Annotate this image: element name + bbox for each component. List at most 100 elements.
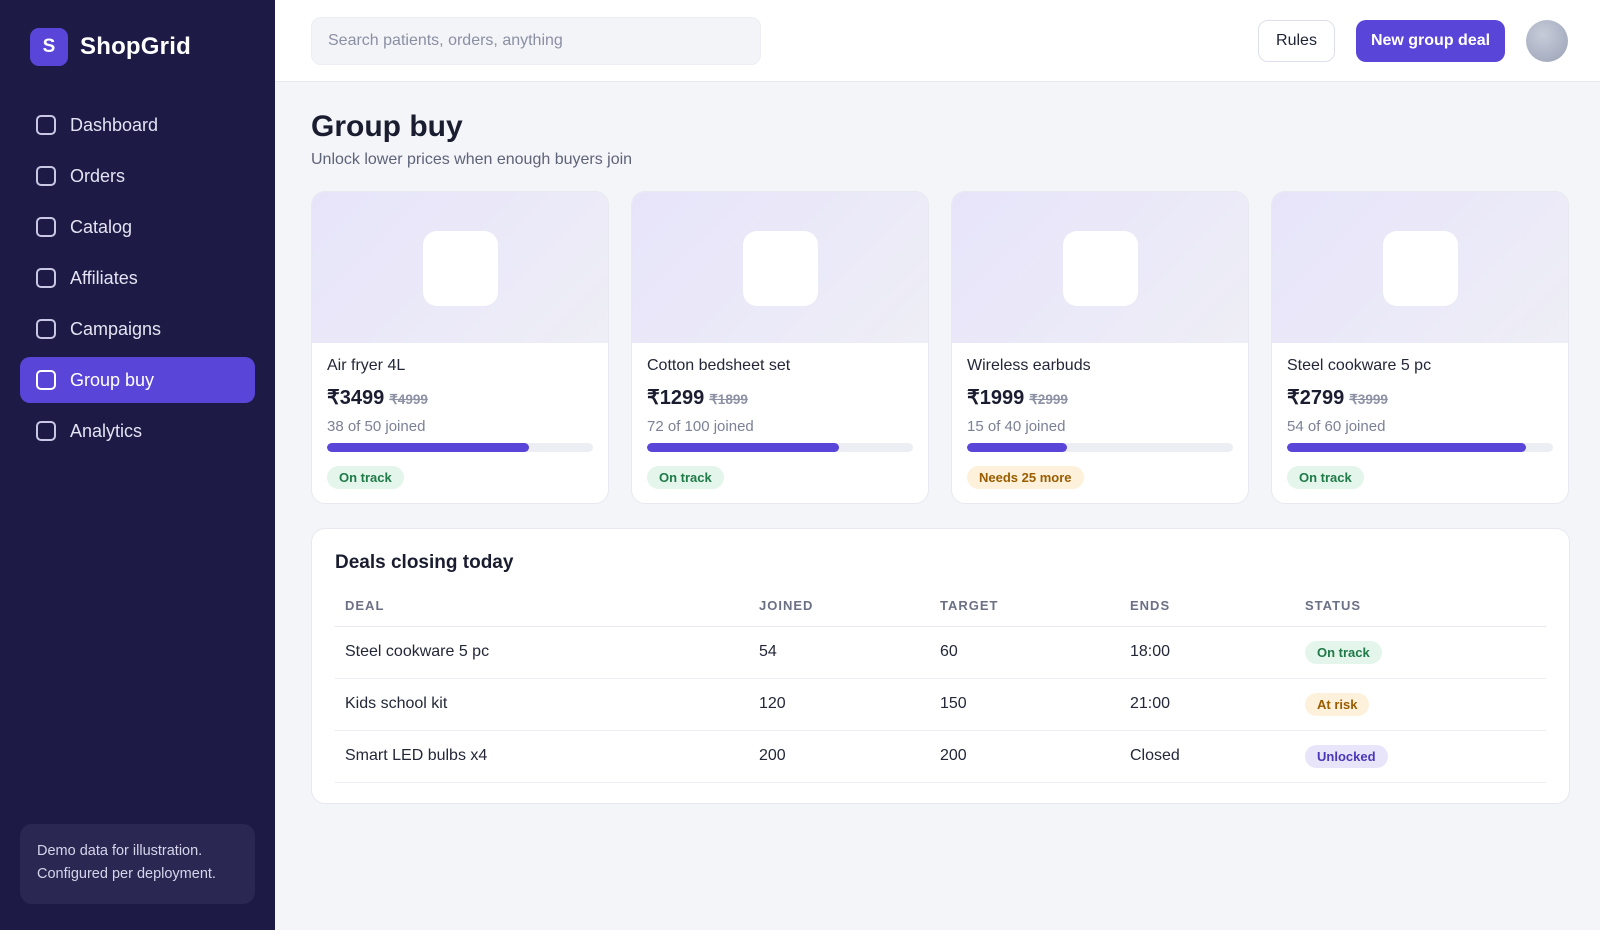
product-thumbnail-icon	[743, 231, 818, 306]
joined-count: 72 of 100 joined	[647, 418, 754, 435]
sidebar-item-label: Orders	[70, 165, 126, 186]
table-header-row: DEAL JOINED TARGET ENDS STATUS	[335, 586, 1546, 627]
column-header-deal[interactable]: DEAL	[335, 586, 749, 627]
square-icon	[36, 217, 56, 237]
brand-name: ShopGrid	[80, 33, 191, 60]
brand-logo-icon: S	[30, 28, 68, 66]
column-header-joined[interactable]: JOINED	[749, 586, 930, 627]
sidebar-item-campaigns[interactable]: Campaigns	[20, 306, 255, 352]
product-price: ₹1299	[647, 387, 705, 409]
deals-table: DEAL JOINED TARGET ENDS STATUS Steel coo…	[335, 586, 1546, 783]
product-image	[1272, 192, 1568, 343]
product-name: Wireless earbuds	[967, 357, 1091, 374]
cell-ends: Closed	[1120, 730, 1295, 783]
deal-card[interactable]: Cotton bedsheet set ₹1299 ₹1899 72 of 10…	[631, 191, 929, 504]
sidebar-nav: Dashboard Orders Catalog Affiliates Camp…	[20, 102, 255, 459]
status-badge: Needs 25 more	[967, 466, 1084, 489]
status-badge: On track	[647, 466, 724, 489]
sidebar-item-label: Campaigns	[70, 318, 162, 339]
sidebar-item-group-buy[interactable]: Group buy	[20, 357, 255, 403]
product-thumbnail-icon	[1063, 231, 1138, 306]
cell-joined: 54	[749, 626, 930, 679]
progress-bar	[1287, 443, 1553, 452]
cell-status: Unlocked	[1295, 730, 1546, 783]
page-title: Group buy	[311, 110, 463, 143]
deal-card[interactable]: Air fryer 4L ₹3499 ₹4999 38 of 50 joined…	[311, 191, 609, 504]
product-thumbnail-icon	[423, 231, 498, 306]
table-row[interactable]: Steel cookware 5 pc 54 60 18:00 On track	[335, 626, 1546, 679]
product-image	[312, 192, 608, 343]
product-price: ₹3499	[327, 387, 385, 409]
progress-fill	[647, 443, 839, 452]
product-name: Steel cookware 5 pc	[1287, 357, 1432, 374]
square-icon	[36, 166, 56, 186]
cell-target: 60	[930, 626, 1120, 679]
status-badge: Unlocked	[1305, 744, 1388, 768]
sidebar-item-label: Affiliates	[70, 267, 138, 288]
page-subtitle: Unlock lower prices when enough buyers j…	[311, 151, 633, 168]
sidebar-item-orders[interactable]: Orders	[20, 153, 255, 199]
table-row[interactable]: Smart LED bulbs x4 200 200 Closed Unlock…	[335, 730, 1546, 783]
rules-button[interactable]: Rules	[1258, 20, 1335, 62]
square-icon	[36, 319, 56, 339]
sidebar-item-affiliates[interactable]: Affiliates	[20, 255, 255, 301]
sidebar-item-label: Analytics	[70, 420, 143, 441]
status-badge: At risk	[1305, 692, 1370, 716]
product-price: ₹1999	[967, 387, 1025, 409]
square-icon	[36, 370, 56, 390]
status-badge: On track	[327, 466, 404, 489]
cell-target: 200	[930, 730, 1120, 783]
product-thumbnail-icon	[1383, 231, 1458, 306]
progress-fill	[1287, 443, 1527, 452]
deal-card[interactable]: Steel cookware 5 pc ₹2799 ₹3999 54 of 60…	[1271, 191, 1569, 504]
product-name: Cotton bedsheet set	[647, 357, 791, 374]
cell-deal: Steel cookware 5 pc	[335, 626, 749, 679]
product-old-price: ₹3999	[1349, 392, 1388, 407]
brand[interactable]: S ShopGrid	[30, 28, 191, 66]
sidebar-item-dashboard[interactable]: Dashboard	[20, 102, 255, 148]
table-row[interactable]: Kids school kit 120 150 21:00 At risk	[335, 678, 1546, 731]
product-image	[952, 192, 1248, 343]
square-icon	[36, 268, 56, 288]
column-header-status[interactable]: STATUS	[1295, 586, 1546, 627]
status-badge: On track	[1305, 640, 1382, 664]
section-title: Deals closing today	[335, 552, 514, 573]
product-old-price: ₹1899	[709, 392, 748, 407]
sidebar-item-label: Group buy	[70, 369, 155, 390]
demo-note: Demo data for illustration. Configured p…	[20, 824, 255, 904]
cell-deal: Kids school kit	[335, 678, 749, 731]
sidebar: S ShopGrid Dashboard Orders Catalog Affi…	[0, 0, 275, 930]
new-group-deal-button[interactable]: New group deal	[1356, 20, 1505, 62]
product-old-price: ₹2999	[1029, 392, 1068, 407]
joined-count: 15 of 40 joined	[967, 418, 1066, 435]
square-icon	[36, 421, 56, 441]
cell-ends: 21:00	[1120, 678, 1295, 731]
sidebar-item-label: Catalog	[70, 216, 133, 237]
cell-status: At risk	[1295, 678, 1546, 731]
joined-count: 54 of 60 joined	[1287, 418, 1386, 435]
cell-target: 150	[930, 678, 1120, 731]
column-header-ends[interactable]: ENDS	[1120, 586, 1295, 627]
progress-bar	[327, 443, 593, 452]
product-old-price: ₹4999	[389, 392, 428, 407]
progress-bar	[967, 443, 1233, 452]
sidebar-item-label: Dashboard	[70, 114, 159, 135]
cell-status: On track	[1295, 626, 1546, 679]
cell-joined: 120	[749, 678, 930, 731]
column-header-target[interactable]: TARGET	[930, 586, 1120, 627]
joined-count: 38 of 50 joined	[327, 418, 426, 435]
cell-joined: 200	[749, 730, 930, 783]
status-badge: On track	[1287, 466, 1364, 489]
demo-note-line: Configured per deployment.	[37, 866, 216, 882]
progress-fill	[967, 443, 1067, 452]
deals-closing-panel: Deals closing today DEAL JOINED TARGET E…	[311, 528, 1570, 804]
search-input[interactable]	[311, 17, 761, 65]
product-name: Air fryer 4L	[327, 357, 406, 374]
deal-card[interactable]: Wireless earbuds ₹1999 ₹2999 15 of 40 jo…	[951, 191, 1249, 504]
sidebar-item-analytics[interactable]: Analytics	[20, 408, 255, 454]
cell-ends: 18:00	[1120, 626, 1295, 679]
product-image	[632, 192, 928, 343]
avatar[interactable]	[1526, 20, 1568, 62]
top-bar: Rules New group deal	[275, 0, 1600, 82]
sidebar-item-catalog[interactable]: Catalog	[20, 204, 255, 250]
